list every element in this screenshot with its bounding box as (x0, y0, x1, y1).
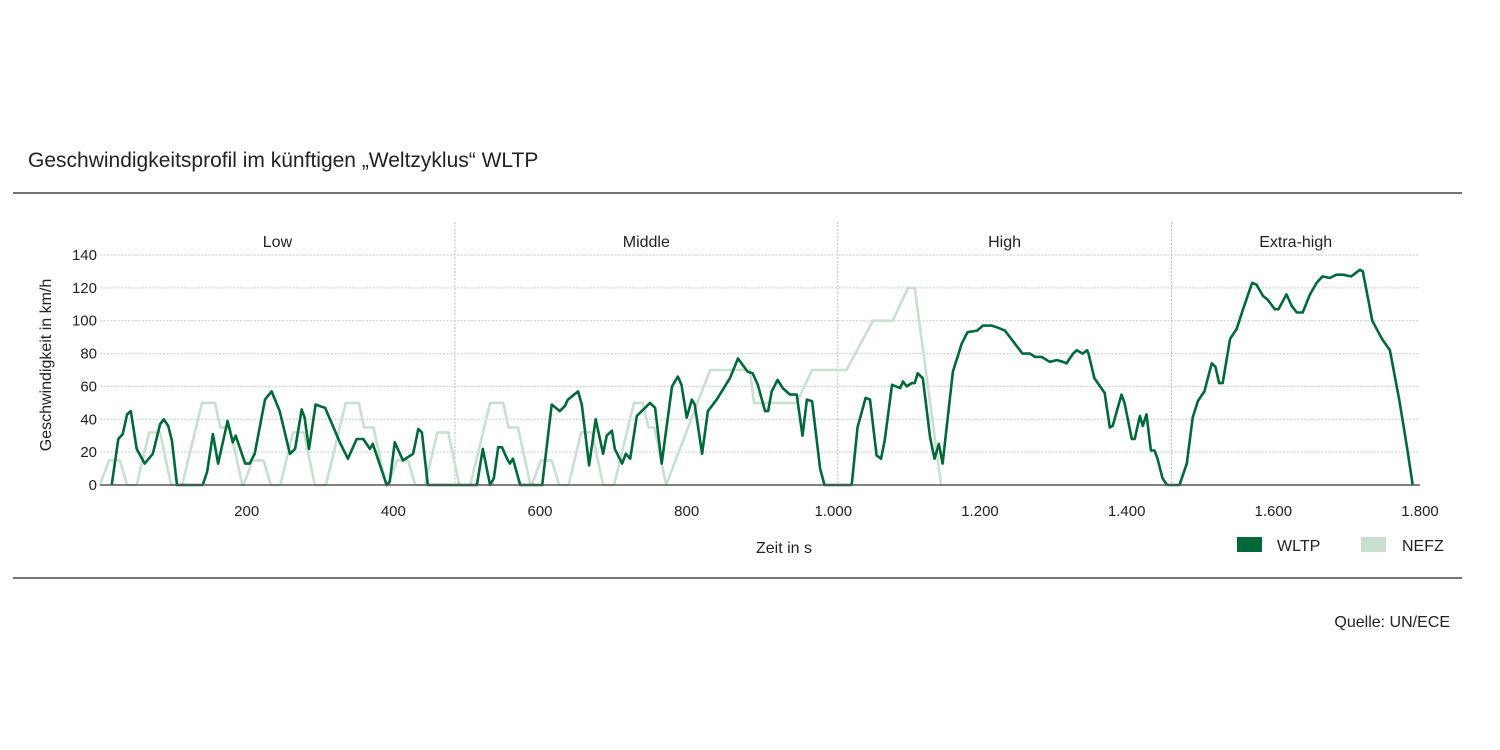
phases: Low Middle High Extra-high (263, 222, 1332, 485)
y-tick-label: 20 (80, 444, 97, 461)
legend: WLTP NEFZ (1237, 537, 1444, 555)
y-tick-label: 100 (72, 313, 97, 330)
phase-label-low: Low (263, 234, 293, 251)
y-tick-label: 80 (80, 346, 97, 363)
legend-label-nefz: NEFZ (1402, 538, 1444, 555)
y-tick-label: 0 (89, 477, 97, 494)
legend-swatch-nefz (1361, 537, 1386, 552)
y-tick-label: 40 (80, 411, 97, 428)
x-tick-label: 400 (381, 503, 406, 520)
y-tick-labels: 0 20 40 60 80 100 120 140 (72, 247, 97, 494)
y-axis-label: Geschwindigkeit in km/h (38, 279, 55, 452)
x-tick-label: 800 (674, 503, 699, 520)
legend-swatch-wltp (1237, 537, 1262, 552)
chart-title: Geschwindigkeitsprofil im künftigen „Wel… (28, 149, 538, 172)
series-lines (98, 268, 1414, 487)
x-tick-label: 1.000 (815, 503, 853, 520)
x-tick-label: 1.800 (1401, 503, 1439, 520)
y-tick-label: 140 (72, 247, 97, 264)
x-tick-labels: 200 400 600 800 1.000 1.200 1.400 1.600 1.800 (234, 503, 1439, 520)
phase-label-extra-high: Extra-high (1259, 234, 1332, 251)
y-tick-label: 60 (80, 378, 97, 395)
x-tick-label: 600 (527, 503, 552, 520)
x-tick-label: 1.600 (1255, 503, 1293, 520)
y-tick-label: 120 (72, 280, 97, 297)
legend-label-wltp: WLTP (1277, 538, 1320, 555)
grid (100, 254, 1420, 453)
phase-label-high: High (988, 234, 1021, 251)
x-axis-label: Zeit in s (756, 540, 812, 557)
source-note: Quelle: UN/ECE (1334, 614, 1450, 631)
x-tick-label: 1.400 (1108, 503, 1146, 520)
x-tick-label: 200 (234, 503, 259, 520)
series-line-wltp (110, 268, 1414, 487)
x-tick-label: 1.200 (961, 503, 999, 520)
phase-label-middle: Middle (623, 234, 670, 251)
